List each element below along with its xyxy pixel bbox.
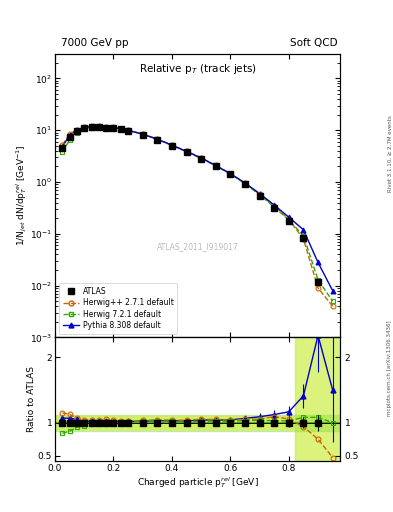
X-axis label: Charged particle p$_T^{rel}$ [GeV]: Charged particle p$_T^{rel}$ [GeV]	[136, 475, 259, 490]
Y-axis label: Ratio to ATLAS: Ratio to ATLAS	[28, 366, 37, 432]
Y-axis label: 1/N$_{jet}$ dN/dp$_T^{rel}$ [GeV$^{-1}$]: 1/N$_{jet}$ dN/dp$_T^{rel}$ [GeV$^{-1}$]	[14, 145, 29, 246]
Text: 7000 GeV pp: 7000 GeV pp	[61, 37, 129, 48]
Text: mcplots.cern.ch [arXiv:1306.3436]: mcplots.cern.ch [arXiv:1306.3436]	[387, 321, 392, 416]
Legend: ATLAS, Herwig++ 2.7.1 default, Herwig 7.2.1 default, Pythia 8.308 default: ATLAS, Herwig++ 2.7.1 default, Herwig 7.…	[59, 283, 177, 334]
Text: Relative p$_T$ (track jets): Relative p$_T$ (track jets)	[138, 62, 257, 76]
Text: Soft QCD: Soft QCD	[290, 37, 338, 48]
Text: Rivet 3.1.10, ≥ 2.7M events: Rivet 3.1.10, ≥ 2.7M events	[387, 115, 392, 192]
Text: ATLAS_2011_I919017: ATLAS_2011_I919017	[156, 242, 239, 251]
